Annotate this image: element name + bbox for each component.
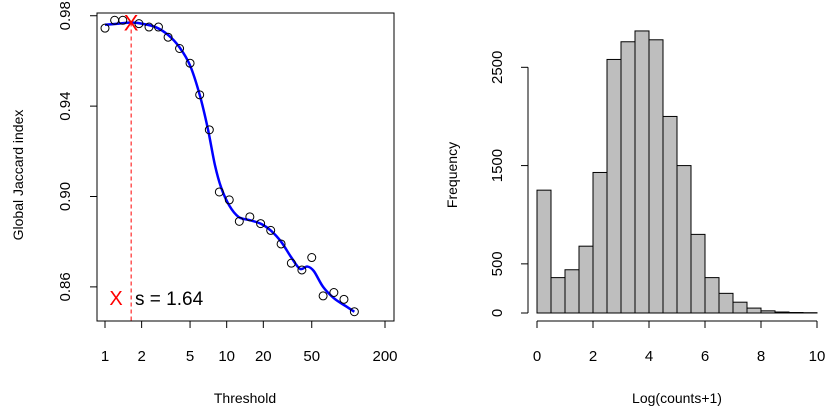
jaccard-y-axis: 0.86 0.90 0.94 0.98 bbox=[57, 1, 97, 301]
y-tick-label: 0.90 bbox=[57, 182, 74, 211]
histogram-bar bbox=[564, 269, 580, 314]
data-point bbox=[318, 291, 328, 301]
jaccard-y-axis-title: Global Jaccard index bbox=[10, 110, 26, 241]
y-tick-label: 0.94 bbox=[57, 92, 74, 121]
x-tick-label: 1 bbox=[101, 348, 109, 365]
x-tick-label: 200 bbox=[372, 348, 397, 365]
histogram-y-axis: 0 500 1500 2500 bbox=[489, 51, 528, 317]
x-tick-label: 6 bbox=[701, 348, 709, 365]
data-point bbox=[266, 225, 276, 235]
data-point bbox=[339, 294, 349, 304]
data-point bbox=[175, 44, 185, 54]
y-tick-label: 2500 bbox=[489, 51, 506, 84]
data-point bbox=[286, 258, 296, 268]
histogram-bar bbox=[662, 115, 678, 314]
data-point bbox=[144, 22, 154, 32]
histogram-bar bbox=[634, 30, 650, 314]
y-tick-label: 0.86 bbox=[57, 272, 74, 301]
x-tick-label: 0 bbox=[533, 348, 541, 365]
histogram-bar bbox=[676, 165, 692, 314]
y-tick-label: 500 bbox=[489, 251, 506, 276]
histogram-bar bbox=[620, 41, 636, 314]
data-point bbox=[185, 58, 195, 68]
optimum-marker: X bbox=[124, 11, 139, 36]
data-point bbox=[118, 15, 128, 25]
data-point bbox=[214, 187, 224, 197]
jaccard-x-axis-title: Threshold bbox=[214, 390, 276, 406]
data-point bbox=[256, 219, 266, 229]
histogram-bar bbox=[592, 171, 608, 314]
data-point bbox=[134, 19, 144, 29]
y-tick-label: 0 bbox=[489, 309, 506, 317]
x-tick-label: 20 bbox=[255, 348, 272, 365]
data-point bbox=[153, 22, 163, 32]
histogram-bar bbox=[690, 233, 706, 314]
x-tick-label: 4 bbox=[645, 348, 653, 365]
data-point bbox=[163, 32, 173, 42]
legend-text: s = 1.64 bbox=[135, 289, 204, 310]
jaccard-panel: 1 2 5 10 20 50 200 0.86 0.90 0.94 0.98 X X s = 1.… bbox=[10, 1, 398, 406]
data-point bbox=[245, 212, 255, 222]
histogram-bar bbox=[536, 189, 552, 314]
data-point bbox=[204, 125, 214, 135]
data-point bbox=[195, 90, 205, 100]
histogram-bar bbox=[746, 307, 762, 314]
jaccard-x-axis: 1 2 5 10 20 50 200 bbox=[101, 321, 398, 365]
histogram-x-axis: 0 2 4 6 8 10 bbox=[533, 321, 825, 365]
jaccard-plot-frame bbox=[96, 12, 395, 322]
histogram-bar bbox=[578, 245, 594, 314]
data-point bbox=[224, 195, 234, 205]
x-tick-label: 5 bbox=[186, 348, 194, 365]
fit-curve-line bbox=[104, 21, 356, 313]
data-point bbox=[276, 239, 286, 249]
data-point bbox=[329, 288, 339, 298]
x-tick-label: 2 bbox=[589, 348, 597, 365]
histogram-bar bbox=[760, 310, 776, 314]
x-tick-label: 10 bbox=[218, 348, 235, 365]
data-point bbox=[100, 23, 110, 33]
histogram-bar bbox=[718, 292, 734, 314]
data-point bbox=[307, 253, 317, 263]
jaccard-points bbox=[100, 15, 359, 317]
histogram-bar bbox=[550, 277, 566, 314]
histogram-bar bbox=[774, 311, 790, 314]
data-point bbox=[349, 307, 359, 317]
x-tick-label: 50 bbox=[303, 348, 320, 365]
histogram-bar bbox=[704, 277, 720, 314]
data-point bbox=[297, 265, 307, 275]
y-tick-label: 1500 bbox=[489, 149, 506, 182]
x-tick-label: 10 bbox=[809, 348, 825, 365]
histogram-y-axis-title: Frequency bbox=[444, 142, 460, 208]
histogram-bar bbox=[606, 58, 622, 314]
x-tick-label: 2 bbox=[137, 348, 145, 365]
y-tick-label: 0.98 bbox=[57, 1, 74, 30]
histogram-x-axis-title: Log(counts+1) bbox=[632, 390, 722, 406]
legend-symbol: X bbox=[109, 288, 122, 310]
histogram-bar bbox=[648, 39, 664, 314]
histogram-bar bbox=[732, 301, 748, 314]
x-tick-label: 8 bbox=[757, 348, 765, 365]
data-point bbox=[234, 216, 244, 226]
histogram-bars bbox=[536, 30, 818, 314]
histogram-panel: 0 2 4 6 8 10 0 500 1500 2500 Log(counts+1) Frequ… bbox=[444, 30, 825, 406]
